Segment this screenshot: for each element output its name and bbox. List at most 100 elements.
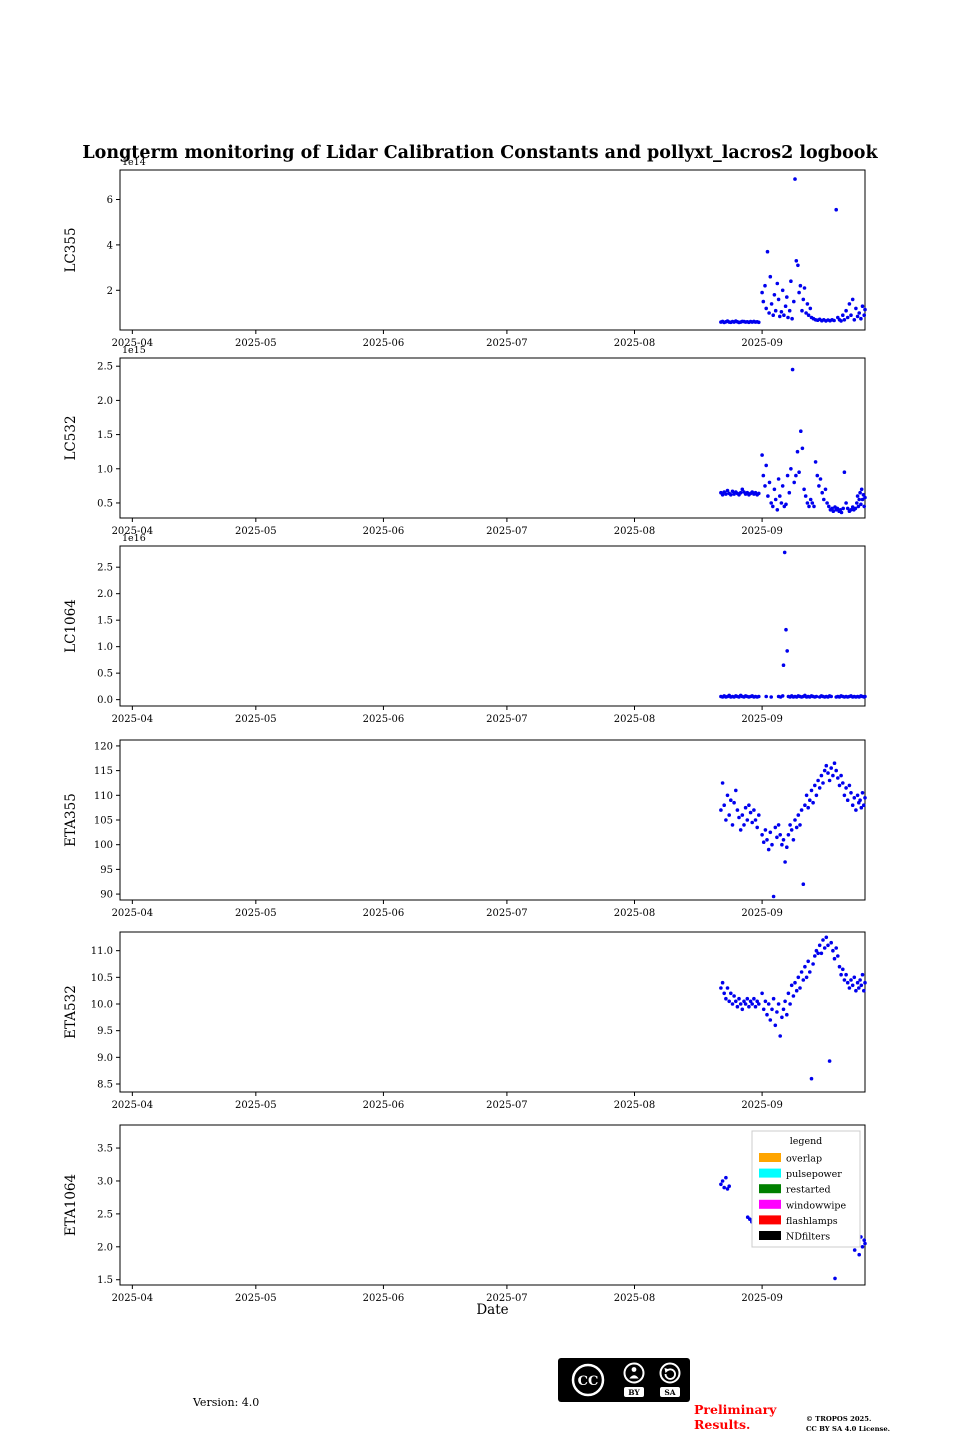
preliminary-line2: Results. [694,1417,751,1432]
y-tick-label: 3.0 [97,1176,113,1187]
x-tick-label: 2025-06 [363,1293,405,1304]
x-tick-label: 2025-06 [363,338,405,349]
x-tick-label: 2025-06 [363,1100,405,1111]
x-tick-label: 2025-09 [741,1293,783,1304]
svg-text:SA: SA [664,1388,675,1397]
y-tick-label: 1.5 [97,430,113,441]
y-tick-label: 3.5 [97,1144,113,1155]
y-tick-label: 1.0 [97,464,113,475]
y-axis-label: ETA355 [63,793,79,847]
preliminary-results-text: Preliminary Results. [694,1402,776,1432]
x-tick-label: 2025-05 [235,526,277,537]
axis-offset-label: 1e15 [122,345,146,356]
x-tick-label: 2025-09 [741,908,783,919]
license-line1: © TROPOS 2025. [806,1415,872,1423]
y-tick-label: 9.0 [97,1053,113,1064]
cc-license-badge: CC BY SA [558,1358,690,1402]
legend-swatch-NDfilters [759,1231,781,1240]
y-axis-label: ETA1064 [63,1174,79,1236]
x-tick-label: 2025-05 [235,338,277,349]
x-tick-label: 2025-09 [741,714,783,725]
x-tick-label: 2025-07 [486,526,528,537]
legend-label: pulsepower [786,1169,842,1180]
y-tick-label: 2.0 [97,1242,113,1253]
x-tick-label: 2025-09 [741,526,783,537]
scatter-points-LC532 [719,367,867,515]
y-tick-label: 120 [94,741,113,752]
legend-label: restarted [786,1185,831,1196]
y-tick-label: 2.5 [97,563,113,574]
legend-label: windowwipe [786,1200,846,1211]
subplot-ETA1064: 1.5 2.0 2.5 3.0 3.5 2025-04 2025-05 2025-06 2025… [63,1124,867,1304]
version-text: Version: 4.0 [193,1396,260,1409]
x-tick-label: 2025-04 [112,1293,154,1304]
legend-swatch-restarted [759,1184,781,1194]
legend-label: NDfilters [786,1232,830,1243]
y-tick-label: 11.0 [91,946,113,957]
y-tick-label: 0.5 [97,498,113,509]
x-tick-label: 2025-05 [235,908,277,919]
y-tick-label: 110 [94,791,113,802]
subplot-ETA355: 90 95 100 105 110 115 120 2025-04 2025-05 2025-06… [63,739,867,919]
x-tick-label: 2025-06 [363,908,405,919]
subplot-LC355: 2 4 6 2025-04 2025-05 2025-06 2025-07 2025-08 20… [63,157,867,349]
axis-offset-label: 1e14 [122,157,146,168]
x-tick-label: 2025-07 [486,1293,528,1304]
legend-swatch-pulsepower [759,1168,781,1178]
y-axis-label: LC1064 [63,599,79,653]
cc-by-icon: BY [623,1362,645,1397]
y-tick-label: 9.5 [97,1026,113,1037]
scatter-points-ETA355 [719,761,867,899]
y-tick-label: 100 [94,840,113,851]
x-tick-label: 2025-07 [486,338,528,349]
legend-box: legend overlap pulsepower restarted windowwi… [751,1130,861,1248]
figure-title: Longterm monitoring of Lidar Calibration… [82,143,878,163]
y-axis-label: ETA532 [63,985,79,1039]
x-tick-label: 2025-05 [235,714,277,725]
x-tick-label: 2025-07 [486,908,528,919]
y-tick-label: 1.5 [97,1275,113,1286]
subplot-LC1064: 0.0 0.5 1.0 1.5 2.0 2.5 2025-04 2025-05 2025-06 2… [63,533,867,725]
x-tick-label: 2025-04 [112,714,154,725]
y-tick-label: 2 [107,286,113,297]
x-tick-label: 2025-08 [614,1100,656,1111]
y-tick-label: 0.5 [97,669,113,680]
cc-logo-icon: CC [571,1363,605,1397]
y-axis-label: LC532 [63,415,79,460]
axis-offset-label: 1e16 [122,533,146,544]
y-tick-label: 1.5 [97,616,113,627]
legend-swatch-overlap [759,1153,781,1162]
legend-swatch-windowwipe [759,1199,781,1209]
subplot-ETA532: 8.5 9.0 9.5 10.0 10.5 11.0 2025-04 2025-05 2025-… [63,931,867,1111]
x-tick-label: 2025-07 [486,714,528,725]
y-axis-label: LC355 [63,227,79,272]
legend-swatch-flashlamps [759,1215,781,1225]
x-tick-label: 2025-08 [614,526,656,537]
x-tick-label: 2025-04 [112,908,154,919]
x-tick-label: 2025-08 [614,714,656,725]
x-tick-label: 2025-04 [112,338,154,349]
y-tick-label: 2.0 [97,589,113,600]
license-line2: CC BY SA 4.0 License. [806,1425,891,1434]
x-axis-label: Date [476,1302,509,1318]
cc-sa-icon: SA [659,1362,681,1397]
svg-text:CC: CC [578,1374,599,1389]
license-text: © TROPOS 2025. CC BY SA 4.0 License. [806,1414,890,1434]
subplot-LC532: 0.5 1.0 1.5 2.0 2.5 2025-04 2025-05 2025-06 2025… [63,345,867,537]
x-tick-label: 2025-09 [741,1100,783,1111]
y-tick-label: 8.5 [97,1080,113,1091]
x-tick-label: 2025-08 [614,908,656,919]
cc-badge-background [558,1358,690,1402]
y-tick-label: 2.5 [97,1209,113,1220]
x-tick-label: 2025-05 [235,1293,277,1304]
x-tick-label: 2025-05 [235,1100,277,1111]
y-tick-label: 95 [100,865,113,876]
svg-text:BY: BY [628,1388,640,1397]
scatter-points-ETA532 [719,935,867,1081]
x-tick-label: 2025-04 [112,1100,154,1111]
y-tick-label: 105 [94,816,113,827]
y-tick-label: 4 [107,240,113,251]
x-tick-label: 2025-04 [112,526,154,537]
legend-title: legend [790,1136,823,1147]
